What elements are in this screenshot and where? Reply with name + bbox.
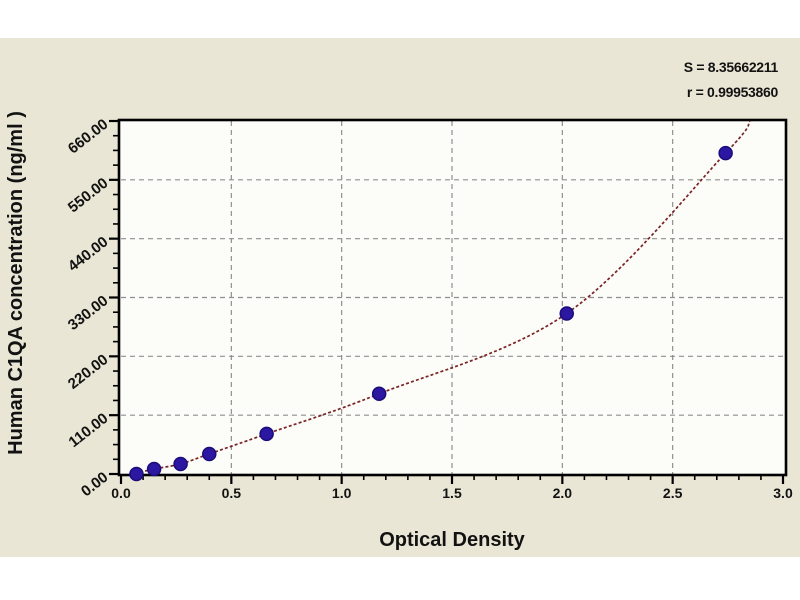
y-tick-label: 550.00 <box>65 175 112 217</box>
data-point-marker <box>718 145 733 161</box>
x-tick-label: 2.5 <box>663 485 683 501</box>
y-tick-label: 330.00 <box>65 292 112 334</box>
x-tick-label: 0.0 <box>111 485 131 501</box>
x-tick-label: 0.5 <box>222 485 242 501</box>
data-point-marker <box>173 456 188 472</box>
y-tick-label: 220.00 <box>65 351 112 393</box>
stats-s-value: S = 8.35662211 <box>684 59 779 75</box>
y-tick-label: 110.00 <box>65 410 111 451</box>
y-tick-label: 0.00 <box>78 469 111 500</box>
x-tick-label: 1.0 <box>332 485 352 501</box>
y-axis-title: Human C1QA concentration (ng/ml ) <box>5 111 27 455</box>
data-point-marker <box>146 461 162 477</box>
y-tick-label: 660.00 <box>65 116 112 158</box>
y-tick-label: 440.00 <box>65 233 112 275</box>
data-point-marker <box>559 306 574 321</box>
data-point-marker <box>371 386 387 402</box>
x-tick-label: 2.0 <box>553 485 573 501</box>
data-point-marker <box>202 446 217 462</box>
x-axis-title: Optical Density <box>379 529 525 551</box>
stats-r-value: r = 0.99953860 <box>687 84 779 100</box>
data-point-marker <box>259 426 274 442</box>
x-tick-label: 1.5 <box>442 485 462 501</box>
x-tick-label: 3.0 <box>773 485 793 501</box>
data-point-marker <box>129 466 144 482</box>
plot-generated-layer: 0.0 0.5 1.0 1.5 2.0 2.5 3.0 0.00 110.00 220.00 330… <box>65 116 793 501</box>
